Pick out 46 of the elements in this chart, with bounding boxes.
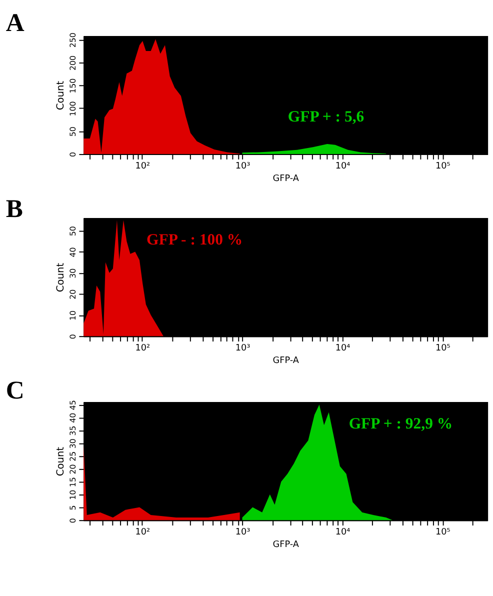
y-axis-title: Count <box>55 446 66 476</box>
y-tick-label: 150 <box>68 78 78 94</box>
x-tick-label: 10⁵ <box>435 527 451 538</box>
y-tick-label: 10 <box>68 490 78 500</box>
y-tick-label: 50 <box>68 126 78 137</box>
y-tick-label: 50 <box>68 226 78 236</box>
y-tick-label: 20 <box>68 464 78 474</box>
x-tick-label: 10⁴ <box>335 161 351 172</box>
x-tick-label: 10⁵ <box>435 161 451 172</box>
y-tick-label: 200 <box>68 55 78 70</box>
annotation: GFP - : 100 % <box>146 232 243 249</box>
x-tick-label: 10⁴ <box>335 527 351 538</box>
y-axis-title: Count <box>55 80 66 110</box>
chart-title: B <box>6 194 23 224</box>
x-tick-label: 10² <box>135 161 150 172</box>
x-tick-label: 10⁵ <box>435 343 451 354</box>
y-axis-title: Count <box>55 262 66 292</box>
chart-title: C <box>6 376 24 405</box>
y-tick-label: 30 <box>68 268 78 278</box>
y-tick-label: 30 <box>68 438 78 449</box>
y-tick-label: 0 <box>68 152 78 158</box>
y-tick-label: 100 <box>68 101 78 116</box>
x-tick-label: 10⁴ <box>335 343 351 354</box>
y-tick-label: 40 <box>68 247 78 258</box>
x-tick-label: 10² <box>135 343 150 354</box>
y-tick-label: 15 <box>68 477 78 488</box>
x-tick-label: 10² <box>135 527 150 538</box>
x-tick-label: 10³ <box>235 527 251 538</box>
y-tick-label: 20 <box>68 289 78 300</box>
y-tick-label: 0 <box>68 334 78 340</box>
y-tick-label: 35 <box>68 426 78 436</box>
x-axis-title: GFP-A <box>272 540 299 550</box>
annotation: GFP + : 5,6 <box>288 108 364 126</box>
x-tick-label: 10³ <box>235 343 251 354</box>
y-tick-label: 45 <box>68 400 78 410</box>
x-tick-label: 10³ <box>235 161 251 172</box>
y-tick-label: 0 <box>68 518 78 524</box>
y-tick-label: 10 <box>68 310 78 320</box>
chart-title: A <box>6 8 25 38</box>
y-tick-label: 5 <box>68 505 78 510</box>
x-axis-title: GFP-A <box>272 174 299 184</box>
y-tick-label: 40 <box>68 412 78 423</box>
x-axis-title: GFP-A <box>272 356 299 366</box>
y-tick-label: 250 <box>68 32 78 48</box>
y-tick-label: 25 <box>68 451 78 462</box>
annotation: GFP + : 92,9 % <box>348 416 453 433</box>
